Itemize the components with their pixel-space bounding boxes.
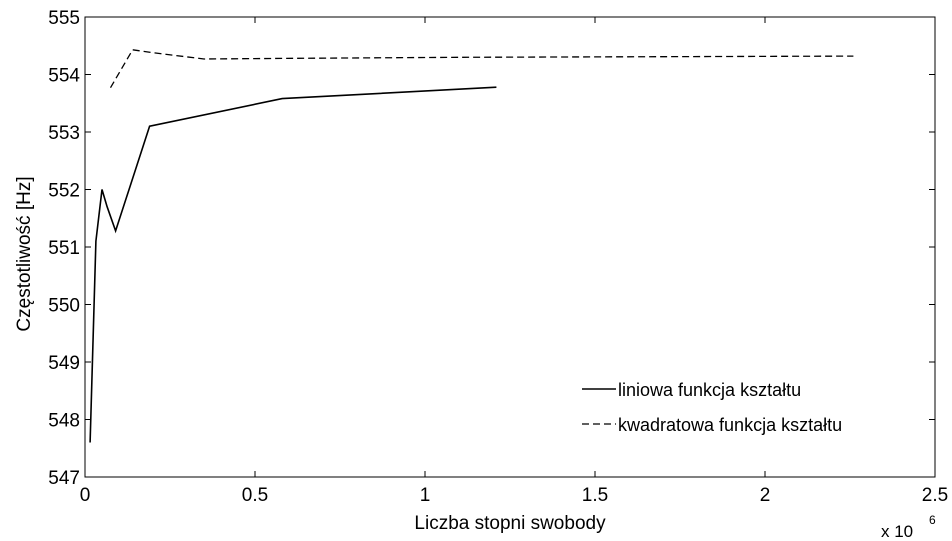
x-axis-multiplier: x 10 (881, 522, 913, 541)
y-tick-label: 547 (48, 468, 80, 489)
legend: liniowa funkcja kształtu kwadratowa funk… (576, 372, 916, 446)
x-multiplier-base: x 10 (881, 522, 913, 541)
x-tick-label: 2 (760, 485, 771, 506)
x-axis-multiplier-exponent: 6 (929, 513, 936, 527)
series-layer (89, 49, 854, 443)
y-tick-label: 553 (48, 123, 80, 144)
x-tick-label: 1 (420, 485, 431, 506)
series-line-quadratic (109, 49, 854, 89)
x-tick-label: 2.5 (922, 485, 948, 506)
y-tick-label: 551 (48, 238, 80, 259)
y-tick-label: 550 (48, 296, 80, 317)
y-tick-label: 548 (48, 411, 80, 432)
y-axis: 547 548 549 550 551 552 553 554 555 (48, 8, 935, 489)
legend-label-quadratic: kwadratowa funkcja kształtu (618, 415, 842, 435)
x-tick-label: 0.5 (242, 485, 268, 506)
legend-label-linear: liniowa funkcja kształtu (618, 380, 801, 400)
x-axis-label: Liczba stopni swobody (414, 513, 606, 534)
y-tick-label: 549 (48, 353, 80, 374)
y-tick-label: 554 (48, 66, 80, 87)
x-tick-label: 1.5 (582, 485, 608, 506)
legend-box (576, 372, 916, 446)
y-tick-label: 552 (48, 181, 80, 202)
series-line-linear (89, 86, 497, 443)
y-axis-label: Częstotliwość [Hz] (14, 176, 35, 331)
x-tick-label: 0 (80, 485, 91, 506)
x-axis: 0 0.5 1 1.5 2 2.5 (80, 17, 948, 506)
y-tick-label: 555 (48, 8, 80, 29)
